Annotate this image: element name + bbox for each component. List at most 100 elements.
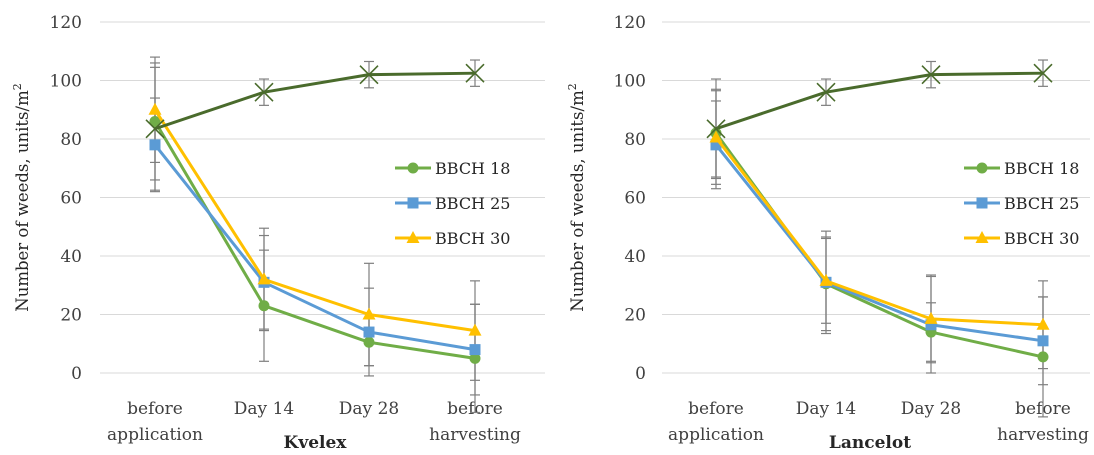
legend-marker bbox=[976, 162, 988, 174]
y-tick-label: 0 bbox=[71, 364, 82, 384]
data-point bbox=[706, 119, 726, 139]
data-point bbox=[1037, 351, 1049, 363]
data-point bbox=[363, 336, 375, 348]
series-line bbox=[154, 71, 476, 131]
x-tick-label: Day 14 bbox=[234, 399, 294, 419]
data-point bbox=[257, 272, 271, 285]
data-point bbox=[149, 139, 161, 151]
data-point bbox=[148, 102, 162, 115]
data-point bbox=[469, 344, 481, 356]
legend-label: BBCH 18 bbox=[435, 159, 510, 178]
x-marker-stroke bbox=[465, 63, 485, 83]
x-tick-line: harvesting bbox=[429, 425, 521, 445]
data-point bbox=[924, 311, 938, 324]
legend-marker bbox=[407, 162, 419, 174]
x-tick-label: before application bbox=[668, 399, 764, 445]
legend-label: BBCH 25 bbox=[1004, 194, 1079, 213]
x-marker-stroke bbox=[816, 82, 836, 102]
legend-entry: BBCH 30 bbox=[964, 229, 1079, 248]
y-tick-label: 40 bbox=[60, 247, 82, 267]
legend-label: BBCH 30 bbox=[435, 229, 510, 248]
series-4 bbox=[145, 63, 485, 139]
x-tick-line: before bbox=[127, 399, 183, 419]
data-point bbox=[363, 326, 375, 338]
legend-entry: BBCH 18 bbox=[964, 159, 1079, 178]
y-tick-label: 80 bbox=[60, 130, 82, 150]
x-tick-label: Day 28 bbox=[901, 399, 961, 419]
data-point bbox=[921, 65, 941, 85]
data-point bbox=[1036, 317, 1050, 330]
y-tick-label: 100 bbox=[614, 72, 646, 92]
x-axis-title: Kvelex bbox=[284, 433, 348, 453]
legend-marker bbox=[406, 231, 420, 243]
y-tick-label: 0 bbox=[635, 364, 646, 384]
data-point bbox=[254, 82, 274, 102]
data-point bbox=[465, 63, 485, 83]
x-marker-stroke bbox=[254, 82, 274, 102]
x-marker-stroke bbox=[1033, 63, 1053, 83]
y-tick-label: 60 bbox=[60, 189, 82, 209]
y-tick-label: 20 bbox=[60, 306, 82, 326]
series-3 bbox=[709, 130, 1050, 330]
y-tick-label: 80 bbox=[624, 130, 646, 150]
x-tick-label: Day 14 bbox=[796, 399, 856, 419]
series-line bbox=[715, 71, 1044, 131]
legend-label: BBCH 25 bbox=[435, 194, 510, 213]
data-point bbox=[362, 307, 376, 320]
y-axis-label-text: Number of weeds, units/m bbox=[568, 90, 587, 312]
data-point bbox=[145, 119, 165, 139]
legend-marker bbox=[975, 231, 989, 243]
series-line bbox=[714, 143, 1044, 343]
data-point bbox=[925, 319, 937, 331]
legend-entry: BBCH 25 bbox=[395, 194, 510, 213]
data-point bbox=[709, 130, 723, 143]
y-tick-label: 20 bbox=[624, 306, 646, 326]
chart-panel-1: 0 20 40 60 80 100 120 before application Day 14 Da… bbox=[11, 13, 545, 453]
data-point bbox=[1037, 335, 1049, 347]
legend-label: BBCH 30 bbox=[1004, 229, 1079, 248]
legend-marker bbox=[407, 197, 419, 209]
series-4 bbox=[706, 63, 1053, 139]
x-tick-line: application bbox=[107, 425, 203, 445]
x-tick-line: Day 14 bbox=[796, 399, 856, 419]
y-tick-label: 120 bbox=[614, 13, 646, 33]
y-tick-label: 100 bbox=[50, 72, 82, 92]
y-tick-label: 120 bbox=[50, 13, 82, 33]
x-tick-line: harvesting bbox=[997, 425, 1089, 445]
series-1 bbox=[149, 115, 481, 364]
series-2 bbox=[710, 139, 1049, 347]
y-axis-label-text: Number of weeds, units/m bbox=[13, 90, 32, 312]
x-tick-line: Day 28 bbox=[339, 399, 399, 419]
x-marker-stroke bbox=[359, 65, 379, 85]
legend-marker bbox=[976, 197, 988, 209]
data-point bbox=[258, 300, 270, 312]
data-point bbox=[1033, 63, 1053, 83]
data-point bbox=[819, 273, 833, 286]
x-marker-stroke bbox=[145, 119, 165, 139]
x-tick-label: Day 28 bbox=[339, 399, 399, 419]
legend-entry: BBCH 18 bbox=[395, 159, 510, 178]
y-tick-label: 60 bbox=[624, 189, 646, 209]
data-point bbox=[469, 352, 481, 364]
data-point bbox=[468, 323, 482, 336]
series-line bbox=[153, 143, 476, 352]
x-tick-line: before bbox=[688, 399, 744, 419]
series-3 bbox=[148, 102, 482, 336]
y-axis-label-superscript: 2 bbox=[566, 83, 579, 90]
y-axis-label-superscript: 2 bbox=[11, 83, 24, 90]
x-tick-line: application bbox=[668, 425, 764, 445]
chart-panel-2: 0 20 40 60 80 100 120 before application Day 14 Da… bbox=[566, 13, 1090, 453]
data-point bbox=[359, 65, 379, 85]
series-1 bbox=[710, 127, 1049, 363]
data-point bbox=[710, 139, 722, 151]
y-axis-label: Number of weeds, units/m2 bbox=[11, 83, 32, 311]
series-line bbox=[153, 108, 476, 333]
data-point bbox=[816, 82, 836, 102]
series-line bbox=[714, 136, 1044, 327]
x-tick-label: before application bbox=[107, 399, 203, 445]
legend-entry: BBCH 25 bbox=[964, 194, 1079, 213]
x-axis-title: Lancelot bbox=[829, 433, 911, 453]
data-point bbox=[149, 115, 161, 127]
